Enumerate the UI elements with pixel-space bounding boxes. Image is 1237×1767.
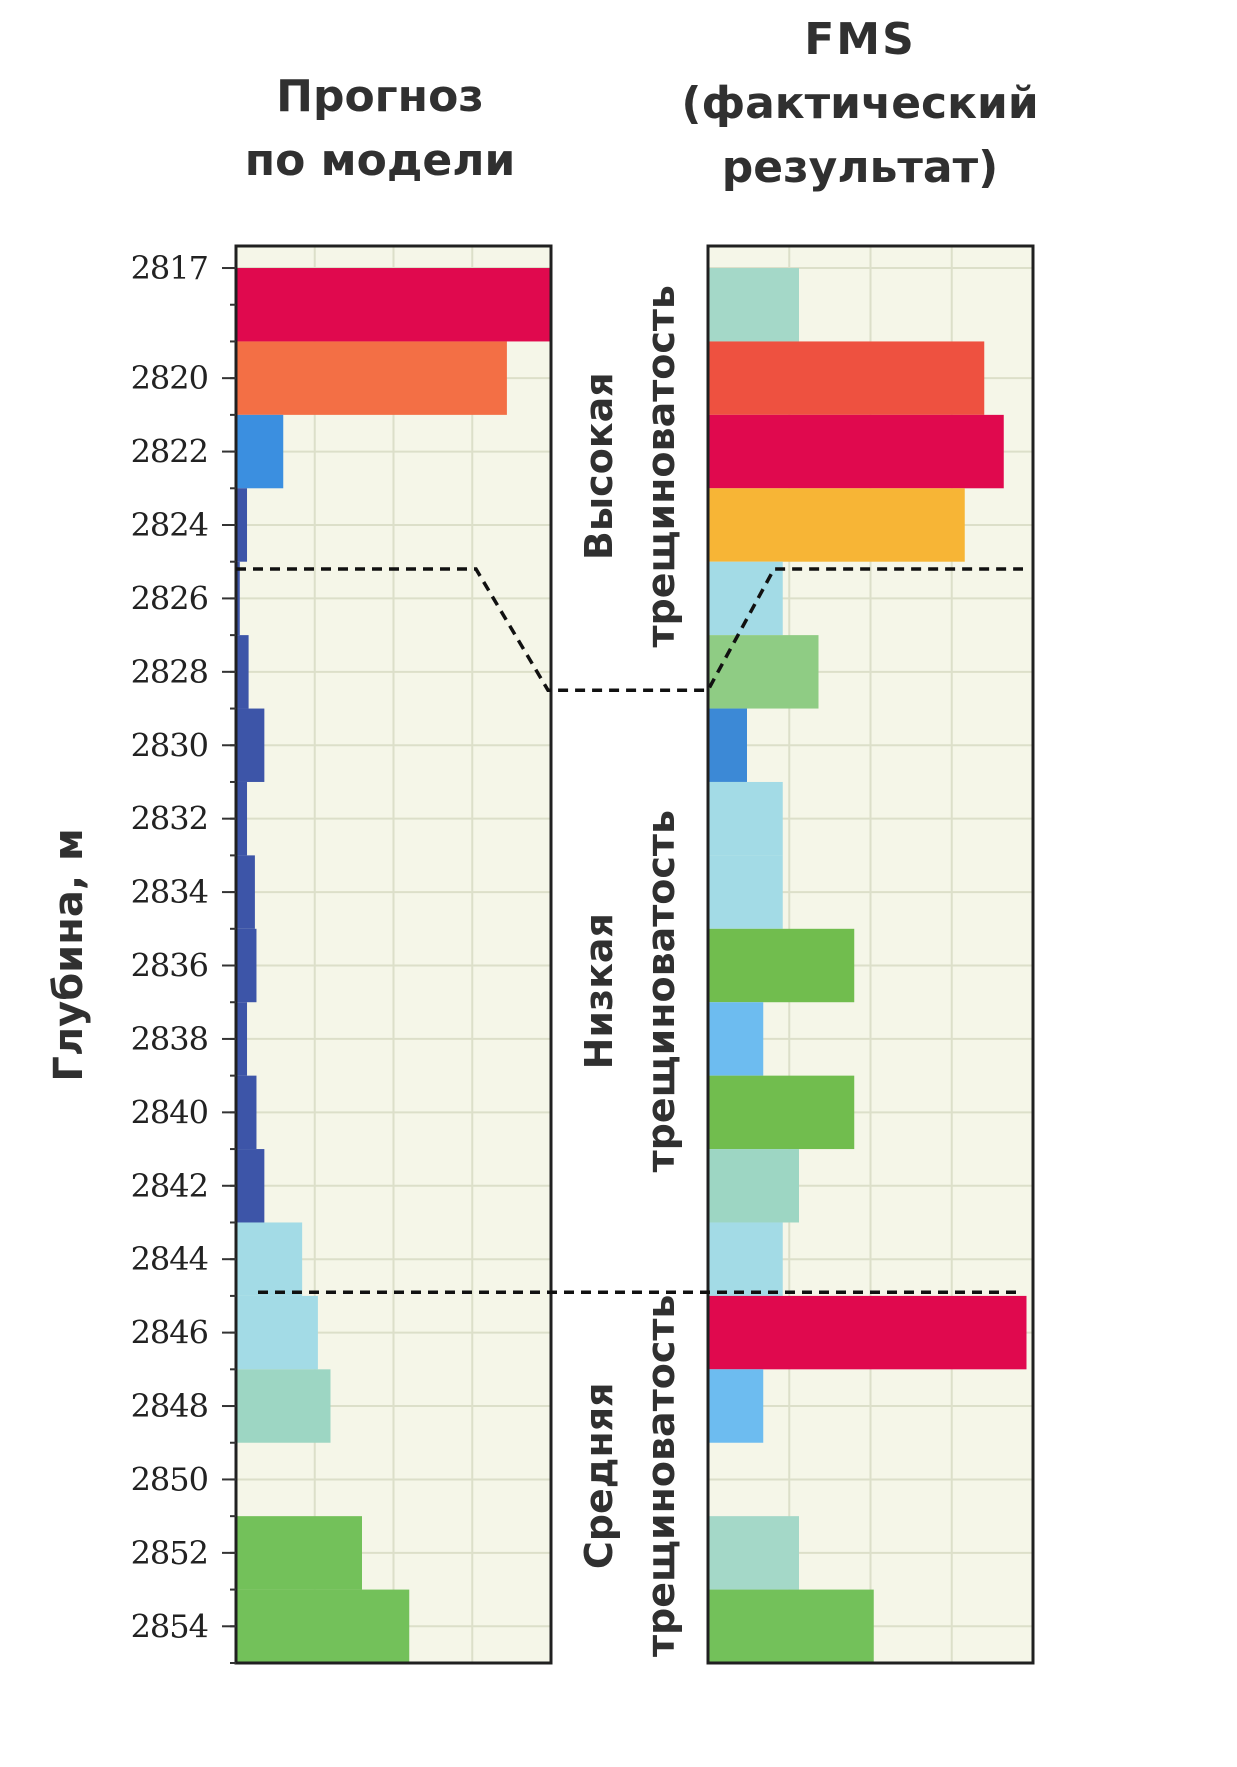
depth-tick-label: 2844 [131,1240,208,1278]
depth-tick-label: 2834 [131,873,208,911]
depth-bar [236,1149,265,1223]
model-title-line2: по модели [244,135,516,186]
depth-bar [708,1369,764,1443]
fms-title-line2: (фактический [681,78,1039,129]
fms-title-line1: FMS [804,14,916,65]
zone-label-high: Высокая трещиноватость [577,285,683,647]
depth-bar [236,928,257,1003]
depth-bar [236,268,551,342]
depth-tick-label: 2846 [131,1314,208,1352]
model-title-line1: Прогноз [276,71,484,122]
depth-tick-label: 2826 [131,579,208,617]
depth-tick-label: 2836 [131,947,208,985]
depth-tick-label: 2838 [131,1020,208,1058]
depth-tick-label: 2854 [131,1607,208,1645]
zone-label-line2: трещиноватость [639,810,683,1172]
fms-bars [708,268,1027,1663]
depth-bar [236,1075,257,1150]
depth-tick-label: 2828 [131,653,208,691]
depth-bar [708,708,747,782]
depth-bar [236,781,248,856]
depth-bar [236,341,507,415]
zone-label-line1: Высокая [577,372,621,560]
depth-bar [236,708,265,782]
depth-tick-label: 2852 [131,1534,208,1572]
depth-bar [236,488,248,562]
depth-bar [708,1002,764,1076]
zone-label-low: Низкая трещиноватость [577,810,683,1172]
zone-label-line2: трещиноватость [639,285,683,647]
depth-bar [236,855,255,929]
boundary-high-low [236,567,1023,692]
depth-tick-label: 2830 [131,726,208,764]
depth-bar [236,1222,303,1296]
fms-result-title: FMS (фактический результат) [650,8,1070,200]
depth-bar [236,1369,331,1443]
depth-tick-label: 2850 [131,1460,208,1498]
model-bars [236,268,551,1663]
depth-bar [708,781,783,856]
depth-tick-label: 2842 [131,1167,208,1205]
zone-label-medium: Средняя трещиноватость [577,1295,683,1657]
depth-bar [236,1516,362,1590]
zone-label-line2: трещиноватость [639,1295,683,1657]
y-axis-label: Глубина, м [46,828,92,1081]
depth-tick-label: 2820 [131,359,208,397]
depth-bar [236,1589,410,1663]
fms-panel-frame [706,244,1035,1665]
depth-bar [708,855,783,929]
depth-tick-label: 2848 [131,1387,208,1425]
depth-tick-label: 2832 [131,800,208,838]
zone-label-line1: Средняя [577,1382,621,1569]
depth-bar [708,414,1004,489]
depth-bar [236,414,284,489]
model-panel-frame [234,244,553,1665]
depth-bar [236,561,240,636]
depth-bar [708,1589,874,1663]
depth-tick-label: 2840 [131,1093,208,1131]
depth-bar [708,1222,783,1296]
depth-bar [708,635,819,709]
depth-bar [236,1002,248,1076]
depth-bar [708,928,855,1003]
depth-bar [708,1295,1027,1370]
depth-bar [236,635,249,709]
depth-bar [236,1295,318,1370]
depth-tick-label: 2822 [131,433,208,471]
depth-bar [708,1075,855,1150]
zone-label-line1: Низкая [577,913,621,1069]
depth-bar [708,341,985,415]
depth-bar [708,268,799,342]
depth-bar [708,1516,799,1590]
fms-title-line3: результат) [721,142,999,193]
model-forecast-title: Прогноз по модели [230,65,530,193]
depth-bar [708,1149,799,1223]
depth-bar [708,488,965,562]
depth-tick-label: 2817 [131,249,208,287]
depth-tick-label: 2824 [131,506,208,544]
